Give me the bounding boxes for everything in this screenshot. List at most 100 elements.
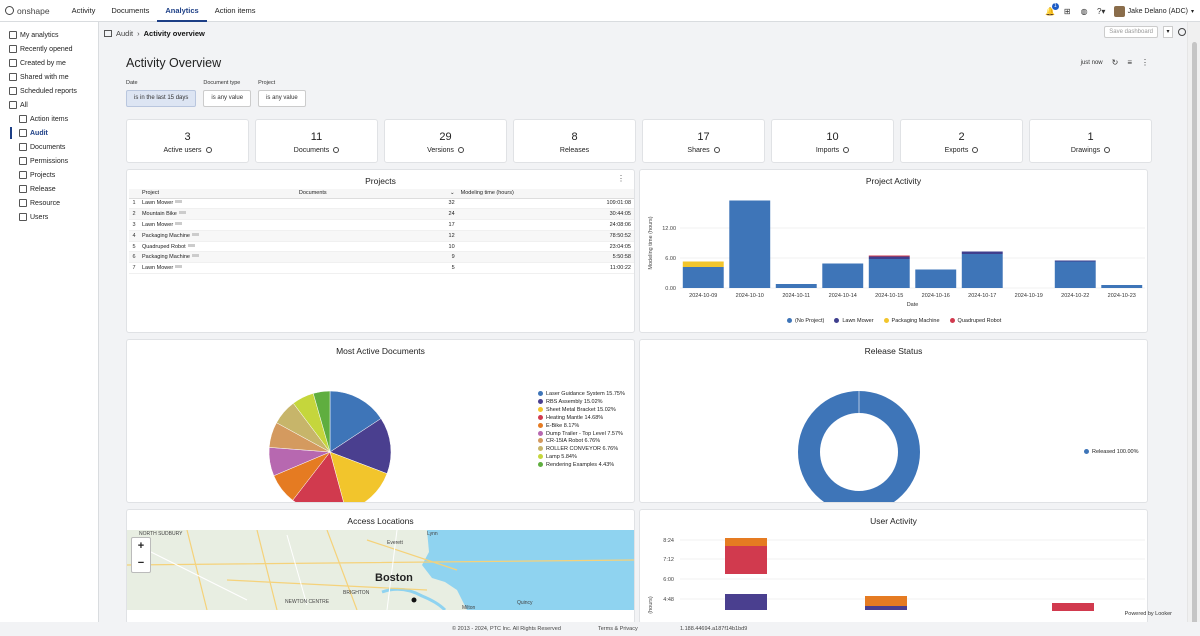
bar-segment[interactable]: [1054, 260, 1096, 262]
sidebar-item-my-analytics[interactable]: My analytics: [0, 28, 98, 42]
info-icon[interactable]: [1178, 28, 1186, 36]
filter-value-button[interactable]: is any value: [203, 90, 252, 107]
filter-icon[interactable]: ≡: [1127, 58, 1132, 67]
kpi-drawings[interactable]: 1 Drawings: [1029, 119, 1152, 163]
info-icon[interactable]: [1104, 147, 1111, 153]
column-header[interactable]: Modeling time (hours): [457, 189, 634, 199]
kpi-documents[interactable]: 11 Documents: [255, 119, 378, 163]
zoom-out-button[interactable]: −: [137, 557, 145, 569]
table-row[interactable]: 7 Lawn Mower 5 11:00:22: [129, 262, 634, 275]
kpi-shares[interactable]: 17 Shares: [642, 119, 765, 163]
bar-segment[interactable]: [868, 255, 910, 257]
legend-item[interactable]: CR-15IA Robot 6.76%: [538, 438, 625, 446]
info-icon[interactable]: [972, 147, 979, 153]
info-icon[interactable]: [843, 147, 850, 153]
card-menu-icon[interactable]: ⋮: [617, 174, 625, 183]
sidebar-item-audit[interactable]: Audit: [0, 126, 98, 140]
page-scrollbar[interactable]: [1187, 22, 1200, 627]
project-name-cell[interactable]: Packaging Machine: [138, 251, 296, 264]
table-row[interactable]: 3 Lawn Mower 17 24:08:06: [129, 219, 634, 231]
legend-item[interactable]: ROLLER CONVEYOR 6.76%: [538, 446, 625, 454]
column-header[interactable]: Documents ⌄: [295, 189, 458, 199]
more-options-icon[interactable]: ⋮: [1141, 58, 1149, 67]
project-name-cell[interactable]: Packaging Machine: [138, 230, 296, 242]
bar-segment[interactable]: [682, 261, 724, 268]
map-marker[interactable]: [411, 597, 417, 603]
apps-grid-icon[interactable]: ⊞: [1063, 6, 1071, 16]
project-name-cell[interactable]: Lawn Mower: [138, 198, 296, 210]
save-dropdown-chevron-icon[interactable]: ▾: [1163, 26, 1173, 38]
sidebar-item-created-by-me[interactable]: Created by me: [0, 56, 98, 70]
sidebar-item-documents[interactable]: Documents: [0, 140, 98, 154]
bar-segment[interactable]: [915, 269, 957, 289]
sort-desc-icon[interactable]: ⌄: [450, 190, 455, 197]
sidebar-item-release[interactable]: Release: [0, 182, 98, 196]
info-icon[interactable]: [457, 147, 464, 153]
bar-segment[interactable]: [1101, 285, 1143, 288]
sidebar-item-all[interactable]: All: [0, 98, 98, 112]
bar-segment[interactable]: [775, 284, 817, 288]
pie-slice[interactable]: [312, 390, 331, 453]
filter-value-button[interactable]: is any value: [258, 90, 306, 107]
bar-segment[interactable]: [865, 606, 907, 610]
bar-segment[interactable]: [865, 596, 907, 606]
kpi-versions[interactable]: 29 Versions: [384, 119, 507, 163]
help-icon[interactable]: ?▾: [1096, 6, 1106, 16]
table-row[interactable]: 6 Packaging Machine 9 5:50:58: [129, 251, 634, 264]
legend-item[interactable]: RBS Assembly 15.02%: [538, 398, 625, 407]
legend-item[interactable]: Laser Guidance System 15.75%: [538, 391, 625, 399]
access-map[interactable]: [127, 530, 635, 610]
legend-item[interactable]: Lawn Mower: [834, 318, 874, 324]
legend-item[interactable]: Released 100.00%: [1084, 449, 1138, 457]
legend-item[interactable]: (No Project): [787, 318, 824, 324]
sidebar-item-users[interactable]: Users: [0, 210, 98, 224]
sidebar-item-resource[interactable]: Resource: [0, 196, 98, 210]
kpi-imports[interactable]: 10 Imports: [771, 119, 894, 163]
footer-terms-link[interactable]: Terms & Privacy: [598, 626, 638, 632]
bar-segment[interactable]: [822, 263, 864, 289]
bar-segment[interactable]: [725, 538, 767, 546]
pie-slice[interactable]: [329, 418, 392, 474]
legend-item[interactable]: Quadruped Robot: [949, 318, 1001, 324]
bar-segment[interactable]: [729, 200, 771, 289]
table-row[interactable]: 2 Mountain Bike 24 30:44:05: [129, 208, 634, 221]
nav-tab-activity[interactable]: Activity: [71, 5, 96, 15]
learning-icon[interactable]: ◍: [1080, 6, 1088, 16]
bar-segment[interactable]: [961, 251, 1003, 255]
pie-slice[interactable]: [329, 390, 382, 453]
bar-segment[interactable]: [682, 267, 724, 288]
bar-segment[interactable]: [725, 546, 767, 574]
scrollbar-thumb[interactable]: [1192, 42, 1197, 627]
project-name-cell[interactable]: Quadruped Robot: [138, 241, 296, 253]
user-menu[interactable]: Jake Delano (ADC) ▾: [1113, 5, 1194, 17]
zoom-in-button[interactable]: +: [137, 540, 145, 552]
notifications-icon[interactable]: 🔔 1: [1045, 2, 1059, 16]
bar-segment[interactable]: [1054, 261, 1096, 289]
save-dashboard-button[interactable]: Save dashboard: [1104, 26, 1158, 38]
legend-item[interactable]: Rendering Examples 4.43%: [538, 462, 625, 470]
bar-segment[interactable]: [961, 254, 1003, 288]
sidebar-item-projects[interactable]: Projects: [0, 168, 98, 182]
sidebar-item-action-items[interactable]: Action items: [0, 112, 98, 126]
onshape-logo[interactable]: onshape: [5, 6, 50, 16]
info-icon[interactable]: [333, 147, 340, 153]
bar-segment[interactable]: [725, 594, 767, 610]
legend-item[interactable]: Dump Trailer - Top Level 7.57%: [538, 430, 625, 439]
bar-segment[interactable]: [868, 259, 910, 288]
legend-item[interactable]: Heating Mantle 14.68%: [538, 414, 625, 423]
table-row[interactable]: 4 Packaging Machine 12 78:50:52: [129, 230, 634, 242]
kpi-active-users[interactable]: 3 Active users: [126, 119, 249, 163]
kpi-exports[interactable]: 2 Exports: [900, 119, 1023, 163]
pie-slice[interactable]: [292, 451, 346, 503]
sidebar-item-permissions[interactable]: Permissions: [0, 154, 98, 168]
sidebar-item-shared-with-me[interactable]: Shared with me: [0, 70, 98, 84]
info-icon[interactable]: [205, 147, 212, 153]
project-name-cell[interactable]: Lawn Mower: [138, 262, 296, 275]
sidebar-item-recently-opened[interactable]: Recently opened: [0, 42, 98, 56]
nav-tab-action-items[interactable]: Action items: [214, 5, 256, 15]
bar-segment[interactable]: [868, 256, 910, 260]
filter-value-button[interactable]: is in the last 15 days: [126, 90, 197, 107]
legend-item[interactable]: Lamp 5.84%: [538, 454, 625, 462]
project-name-cell[interactable]: Mountain Bike: [138, 208, 296, 221]
sidebar-item-scheduled-reports[interactable]: Scheduled reports: [0, 84, 98, 98]
